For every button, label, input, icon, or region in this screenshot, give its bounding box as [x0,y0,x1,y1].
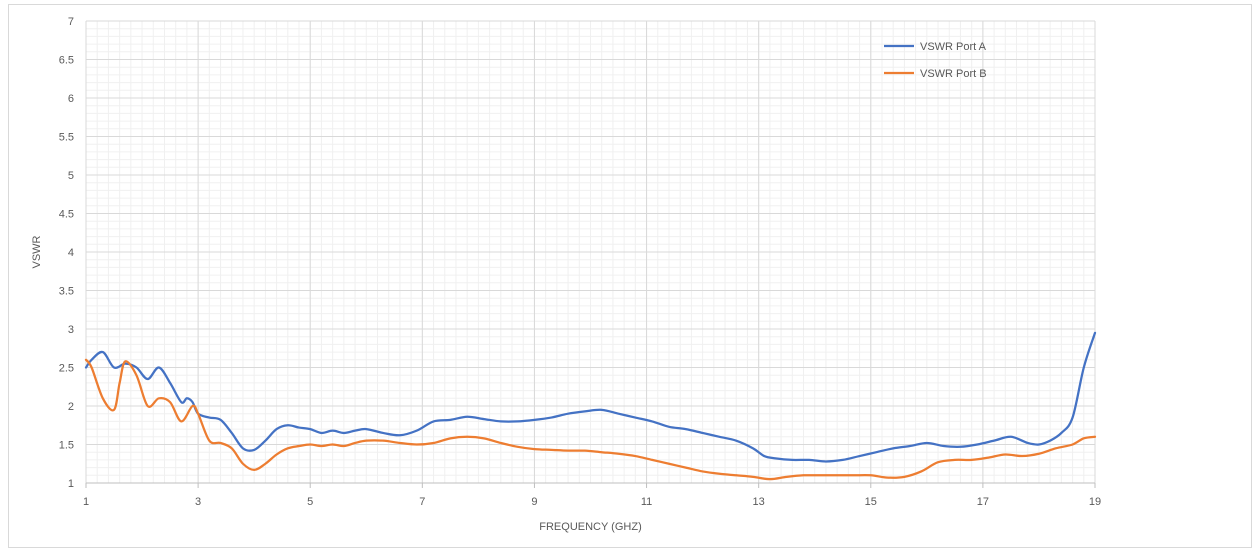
y-tick-label: 7 [68,16,74,28]
x-tick-label: 9 [531,496,537,508]
x-tick-label: 7 [419,496,425,508]
y-tick-label: 6 [68,93,74,105]
x-tick-label: 5 [307,496,313,508]
x-tick-label: 15 [865,496,877,508]
y-tick-label: 3 [68,324,74,336]
chart-frame [8,4,1252,548]
y-tick-label: 2 [68,401,74,413]
legend: VSWR Port A VSWR Port B [884,41,987,80]
y-tick-label: 5.5 [59,132,74,144]
x-tick-label: 13 [753,496,765,508]
x-axis-tick-marks [85,483,1096,488]
x-axis-tick-labels: 1 3 5 7 9 11 13 15 17 19 [83,496,1101,508]
series-line-port-b [84,358,1097,481]
y-tick-label: 3.5 [59,286,74,298]
legend-label-port-b: VSWR Port B [920,68,987,80]
legend-label-port-a: VSWR Port A [920,41,987,53]
major-gridlines [85,20,1096,484]
x-axis-title: FREQUENCY (GHZ) [539,521,641,533]
x-tick-label: 19 [1089,496,1101,508]
y-axis-tick-labels: 1 1.5 2 2.5 3 3.5 4 4.5 5 5.5 6 6.5 7 [59,16,74,490]
y-tick-label: 4.5 [59,209,74,221]
y-tick-label: 5 [68,170,74,182]
y-tick-label: 6.5 [59,55,74,67]
x-tick-label: 3 [195,496,201,508]
x-tick-label: 11 [641,496,652,508]
y-tick-label: 1 [68,478,74,490]
y-tick-label: 4 [68,247,74,259]
y-tick-label: 2.5 [59,363,74,375]
x-tick-label: 17 [977,496,989,508]
y-axis-title: VSWR [31,235,43,268]
series-layer [84,331,1097,481]
y-tick-label: 1.5 [59,440,74,452]
x-tick-label: 1 [83,496,89,508]
